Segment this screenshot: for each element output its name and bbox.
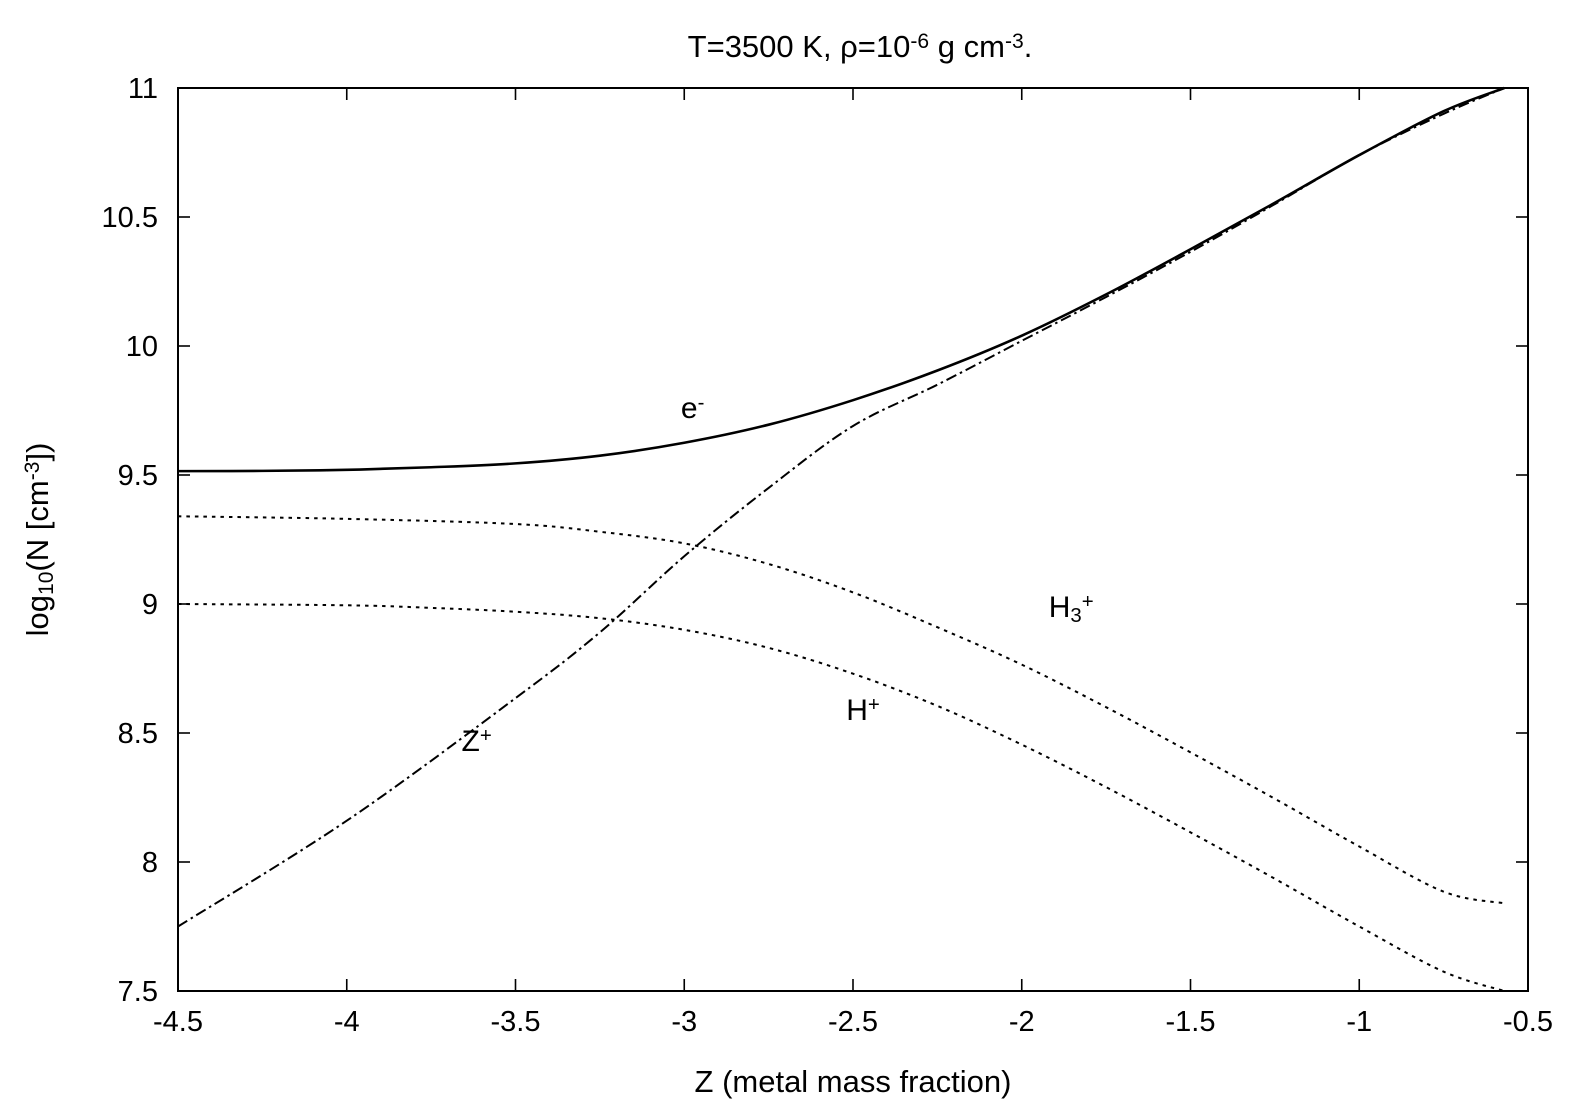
axis-tick-labels: -4.5 -4 -3.5 -3 -2.5 -2 -1.5 -1 -0.5 7.5 8 8.5 9 9.5 1… <box>102 73 1553 1038</box>
y-tick-label: 9 <box>142 589 158 621</box>
x-tick-label: -1 <box>1346 1006 1372 1038</box>
curve-label-Z: Z+ <box>462 725 492 758</box>
y-axis-title: log10(N [cm-3]) <box>20 443 58 637</box>
series-line-Z <box>177 87 1505 928</box>
y-tick-label: 10.5 <box>102 202 158 234</box>
y-tick-label: 11 <box>128 73 158 105</box>
x-tick-label: -0.5 <box>1503 1006 1553 1038</box>
y-tick-label: 10 <box>126 331 158 363</box>
chart-title: T=3500 K, ρ=10-6 g cm-3. <box>688 29 1033 64</box>
x-tick-label: -2.5 <box>828 1006 878 1038</box>
series-line-H <box>177 603 1505 992</box>
y-tick-label: 8.5 <box>118 718 158 750</box>
curve-labels: e- H3+ H+ Z+ <box>462 392 1094 758</box>
x-tick-label: -3 <box>671 1006 697 1038</box>
y-tick-label: 9.5 <box>118 460 158 492</box>
curve-label-e: e- <box>681 392 704 425</box>
plot-frame <box>177 87 1529 992</box>
x-axis-title: Z (metal mass fraction) <box>695 1064 1012 1099</box>
y-tick-label: 8 <box>142 847 158 879</box>
series-group <box>177 86 1505 992</box>
curve-label-H3: H3+ <box>1049 591 1094 627</box>
curve-label-H: H+ <box>846 694 880 727</box>
x-tick-label: -4 <box>334 1006 360 1038</box>
y-tick-label: 7.5 <box>118 976 158 1008</box>
x-tick-label: -4.5 <box>153 1006 203 1038</box>
x-tick-label: -3.5 <box>491 1006 541 1038</box>
series-line-H3 <box>177 515 1505 905</box>
x-tick-label: -1.5 <box>1166 1006 1216 1038</box>
x-tick-label: -2 <box>1009 1006 1035 1038</box>
